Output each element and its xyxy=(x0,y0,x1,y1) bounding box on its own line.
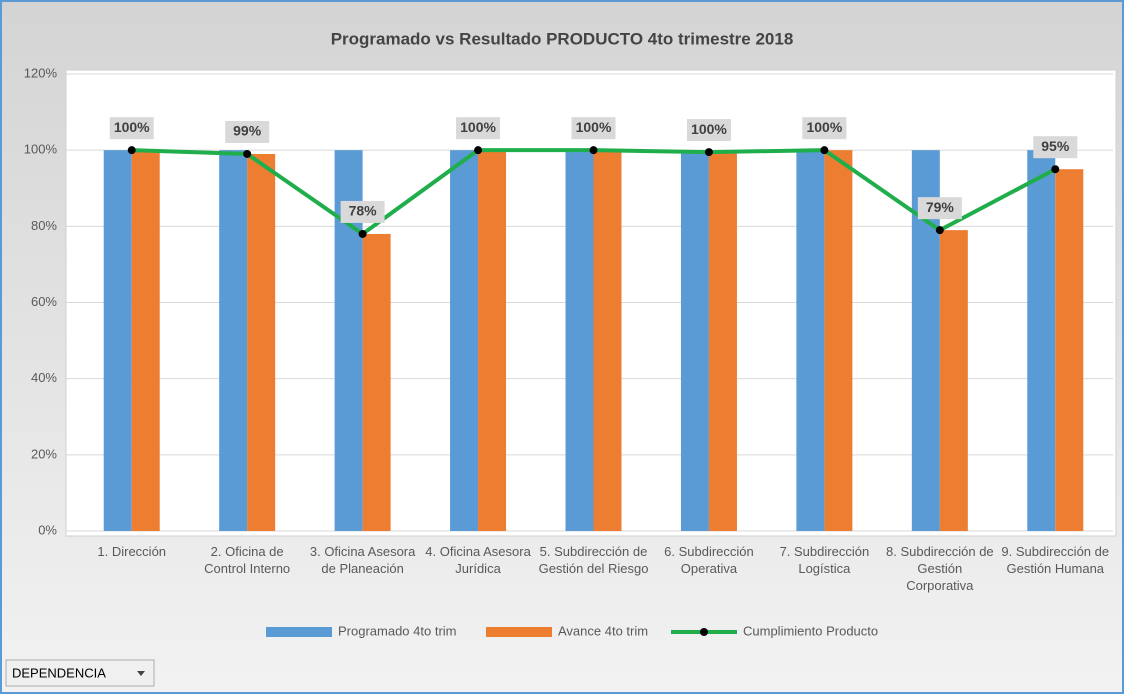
bar xyxy=(131,150,160,531)
data-label-box xyxy=(802,117,847,140)
bar xyxy=(450,150,479,531)
marker xyxy=(935,226,944,235)
data-label: 100% xyxy=(576,119,612,135)
data-label: 100% xyxy=(460,119,496,135)
marker xyxy=(243,149,252,158)
y-tick-label: 40% xyxy=(31,370,57,385)
data-label: 79% xyxy=(926,199,955,215)
legend-label: Cumplimiento Producto xyxy=(743,623,878,638)
data-label-box xyxy=(1033,136,1078,159)
bar xyxy=(565,150,594,531)
legend-marker xyxy=(700,628,708,636)
bar xyxy=(708,152,737,531)
bar xyxy=(796,150,825,531)
data-label: 100% xyxy=(691,121,727,137)
data-label: 99% xyxy=(233,123,262,139)
x-tick-label: 6. Subdirección Operativa xyxy=(664,544,754,576)
chart-title: Programado vs Resultado PRODUCTO 4to tri… xyxy=(331,29,794,48)
data-label: 95% xyxy=(1041,138,1070,154)
bar xyxy=(362,233,391,531)
legend-swatch xyxy=(486,627,552,637)
data-label: 100% xyxy=(806,119,842,135)
data-label-box xyxy=(686,119,731,142)
x-tick-label: 7. Subdirección Logística xyxy=(779,544,870,576)
y-tick-label: 20% xyxy=(31,446,57,461)
y-tick-label: 60% xyxy=(31,294,57,309)
data-label: 100% xyxy=(114,119,150,135)
y-tick-label: 0% xyxy=(38,522,57,537)
bar xyxy=(1027,150,1056,531)
bar xyxy=(478,150,507,531)
marker xyxy=(704,148,713,157)
x-tick-label: 5. Subdirección de Gestión del Riesgo xyxy=(538,544,649,576)
x-tick-label: 2. Oficina de Control Interno xyxy=(204,544,291,576)
x-tick-label: 4. Oficina Asesora Jurídica xyxy=(425,544,531,576)
marker xyxy=(589,146,598,155)
bar xyxy=(103,150,132,531)
marker xyxy=(127,146,136,155)
data-label-box xyxy=(340,200,385,223)
legend-swatch xyxy=(266,627,332,637)
x-tick-label: 1. Dirección xyxy=(97,544,167,559)
bar xyxy=(824,150,853,531)
x-tick-label: 8. Subdirección de Gestión Corporativa xyxy=(885,544,994,593)
data-label-box xyxy=(225,120,270,143)
bar xyxy=(219,150,248,531)
y-tick-label: 80% xyxy=(31,218,57,233)
pivot-button[interactable] xyxy=(5,659,155,687)
bar xyxy=(1055,169,1084,532)
y-tick-label: 120% xyxy=(24,65,58,80)
marker xyxy=(820,146,829,155)
marker xyxy=(358,229,367,238)
legend-label: Avance 4to trim xyxy=(558,623,648,638)
marker xyxy=(474,146,483,155)
bar xyxy=(680,150,709,531)
data-label: 78% xyxy=(349,203,378,219)
x-tick-label: 9. Subdirección de Gestión Humana xyxy=(1001,544,1110,576)
dropdown-arrow[interactable] xyxy=(137,671,145,676)
marker xyxy=(1051,165,1060,174)
y-tick-label: 100% xyxy=(24,142,58,157)
x-tick-label: 3. Oficina Asesora de Planeación xyxy=(309,544,416,576)
data-label-box xyxy=(109,117,154,140)
legend-label: Programado 4to trim xyxy=(338,623,457,638)
bar xyxy=(939,230,968,531)
data-label-box xyxy=(456,117,501,140)
bar xyxy=(247,153,276,531)
pivot-button-label[interactable]: DEPENDENCIA xyxy=(12,665,106,680)
bar xyxy=(593,150,622,531)
data-label-box xyxy=(917,197,962,220)
data-label-box xyxy=(571,117,616,140)
